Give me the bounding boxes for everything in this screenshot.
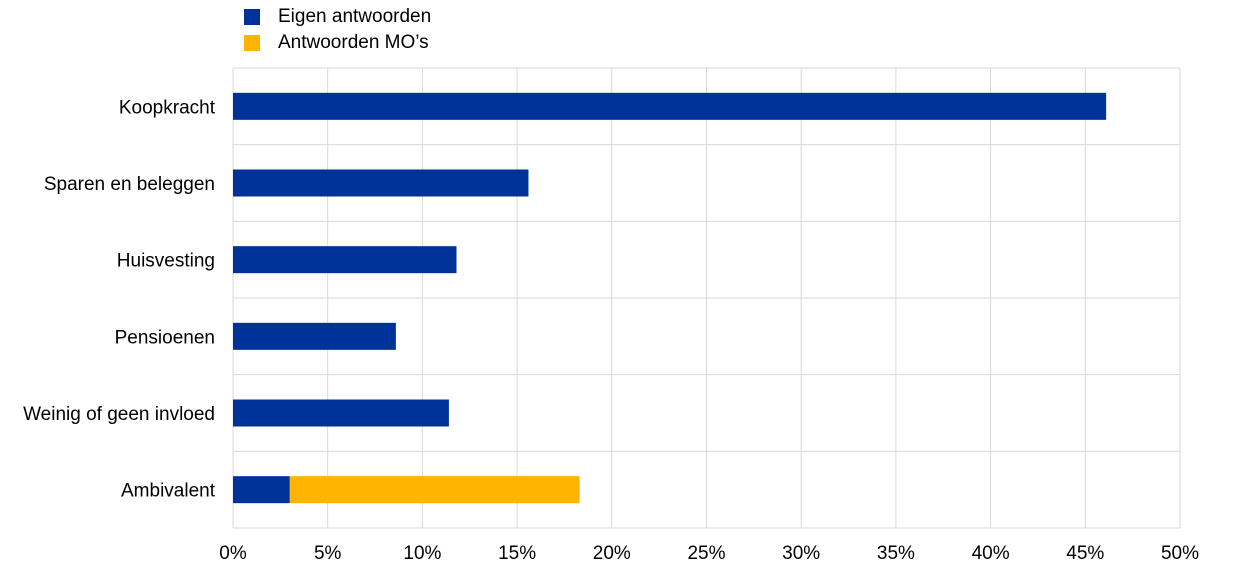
- category-label: Pensioenen: [115, 327, 215, 348]
- legend-swatch-antwoorden-mos: [244, 35, 260, 51]
- bar: [233, 246, 457, 274]
- bar: [233, 92, 1107, 120]
- x-tick-label: 45%: [1066, 543, 1104, 564]
- x-tick-label: 15%: [498, 543, 536, 564]
- legend-item-eigen-antwoorden: Eigen antwoorden: [244, 4, 431, 30]
- category-label: Sparen en beleggen: [44, 174, 215, 195]
- legend-item-antwoorden-mos: Antwoorden MO’s: [244, 30, 431, 56]
- x-tick-label: 25%: [687, 543, 725, 564]
- bar: [233, 476, 290, 504]
- x-tick-label: 40%: [972, 543, 1010, 564]
- bar: [233, 399, 449, 427]
- category-label: Huisvesting: [117, 251, 215, 272]
- legend-swatch-eigen-antwoorden: [244, 9, 260, 25]
- bar: [233, 169, 529, 197]
- legend: Eigen antwoorden Antwoorden MO’s: [244, 4, 431, 56]
- legend-label-eigen-antwoorden: Eigen antwoorden: [278, 6, 432, 27]
- legend-label-antwoorden-mos: Antwoorden MO’s: [278, 32, 429, 53]
- x-tick-label: 20%: [593, 543, 631, 564]
- category-label: Koopkracht: [119, 97, 216, 118]
- x-tick-label: 30%: [782, 543, 820, 564]
- x-tick-label: 5%: [314, 543, 342, 564]
- x-tick-label: 50%: [1161, 543, 1199, 564]
- bar: [233, 322, 396, 350]
- category-label: Ambivalent: [121, 481, 216, 502]
- x-tick-label: 35%: [877, 543, 915, 564]
- x-tick-label: 10%: [403, 543, 441, 564]
- category-label: Weinig of geen invloed: [23, 404, 215, 425]
- x-tick-label: 0%: [219, 543, 247, 564]
- bar: [289, 476, 580, 504]
